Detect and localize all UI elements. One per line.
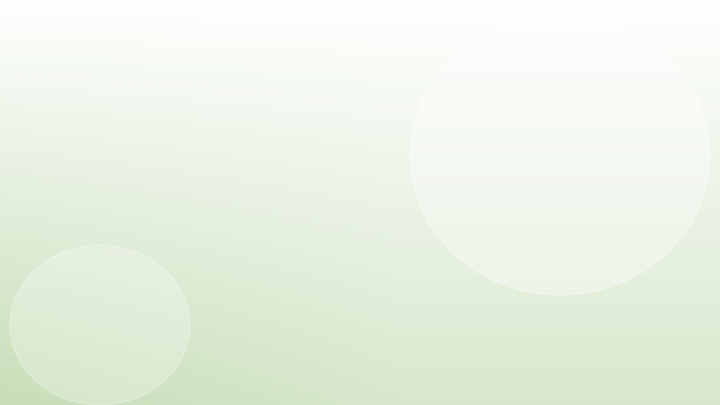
Text: form.: form. [214, 141, 261, 155]
Text: 5: 5 [280, 277, 286, 286]
Text: the correct day.: the correct day. [32, 179, 156, 193]
Bar [200, 375, 640, 392]
Text: 6: 6 [406, 277, 412, 286]
Text: Month: Month [205, 190, 243, 200]
Text: Supper: Supper [498, 254, 528, 262]
Text: Breakfast: Breakfast [263, 254, 303, 262]
Ellipse shape [10, 245, 190, 405]
Bar [200, 324, 640, 341]
Text: October: October [210, 204, 252, 214]
Text: 6: 6 [223, 362, 229, 371]
Text: Site/Classroom_: Site/Classroom_ [560, 190, 653, 200]
Bar [200, 290, 640, 307]
Bar [200, 341, 640, 358]
Bar [200, 392, 640, 405]
Text: Procedure:  Recording Meal: Procedure: Recording Meal [179, 44, 541, 70]
Bar [200, 307, 640, 324]
Text: 5: 5 [456, 311, 462, 320]
Text: Daily Participation Record and Monthly Meal Count Summary: Daily Participation Record and Monthly M… [179, 168, 441, 177]
Text: 8: 8 [223, 396, 229, 405]
Text: Record the number on the: Record the number on the [32, 125, 243, 139]
Text: Additional Snack: Additional Snack [555, 254, 625, 262]
Bar [200, 243, 640, 273]
Text: •: • [18, 163, 27, 177]
Text: 2: 2 [223, 294, 229, 303]
Text: Child and Adult Care Food Program (Child Care Component): Child and Adult Care Food Program (Child… [181, 179, 438, 188]
Text: 7: 7 [223, 379, 229, 388]
Bar [200, 243, 640, 405]
Text: Lunch: Lunch [397, 254, 422, 262]
Text: P.M.: P.M. [451, 248, 467, 257]
Text: Olds: Olds [642, 204, 668, 214]
Text: Counts: Counts [314, 78, 406, 104]
Ellipse shape [410, 15, 710, 295]
Text: 5: 5 [406, 294, 412, 303]
Bar [200, 273, 640, 290]
Text: and Monthly Meal Count Summary: and Monthly Meal Count Summary [32, 141, 302, 155]
Text: Record under the correct meal/snack column and for: Record under the correct meal/snack colu… [32, 163, 446, 177]
Text: 3 Year: 3 Year [642, 190, 679, 200]
Text: 7: 7 [456, 277, 462, 286]
Text: Date: Date [216, 254, 236, 262]
Bar [0, 0, 720, 110]
Text: 7: 7 [456, 294, 462, 303]
Text: Daily Participation Record: Daily Participation Record [184, 125, 386, 139]
Text: 6: 6 [406, 311, 412, 320]
Text: 6: 6 [280, 328, 286, 337]
Bar [200, 358, 640, 375]
Text: 4: 4 [223, 328, 229, 337]
Text: •: • [18, 125, 27, 139]
Text: Snack: Snack [446, 257, 472, 266]
Text: A. M. Snack: A. M. Snack [325, 254, 374, 262]
Text: 5: 5 [223, 345, 229, 354]
Text: 3: 3 [223, 311, 229, 320]
Text: Time of Service Meal Count: Time of Service Meal Count [179, 10, 541, 36]
Text: 3: 3 [280, 294, 286, 303]
Text: 1: 1 [223, 277, 229, 286]
Text: 5: 5 [280, 311, 286, 320]
